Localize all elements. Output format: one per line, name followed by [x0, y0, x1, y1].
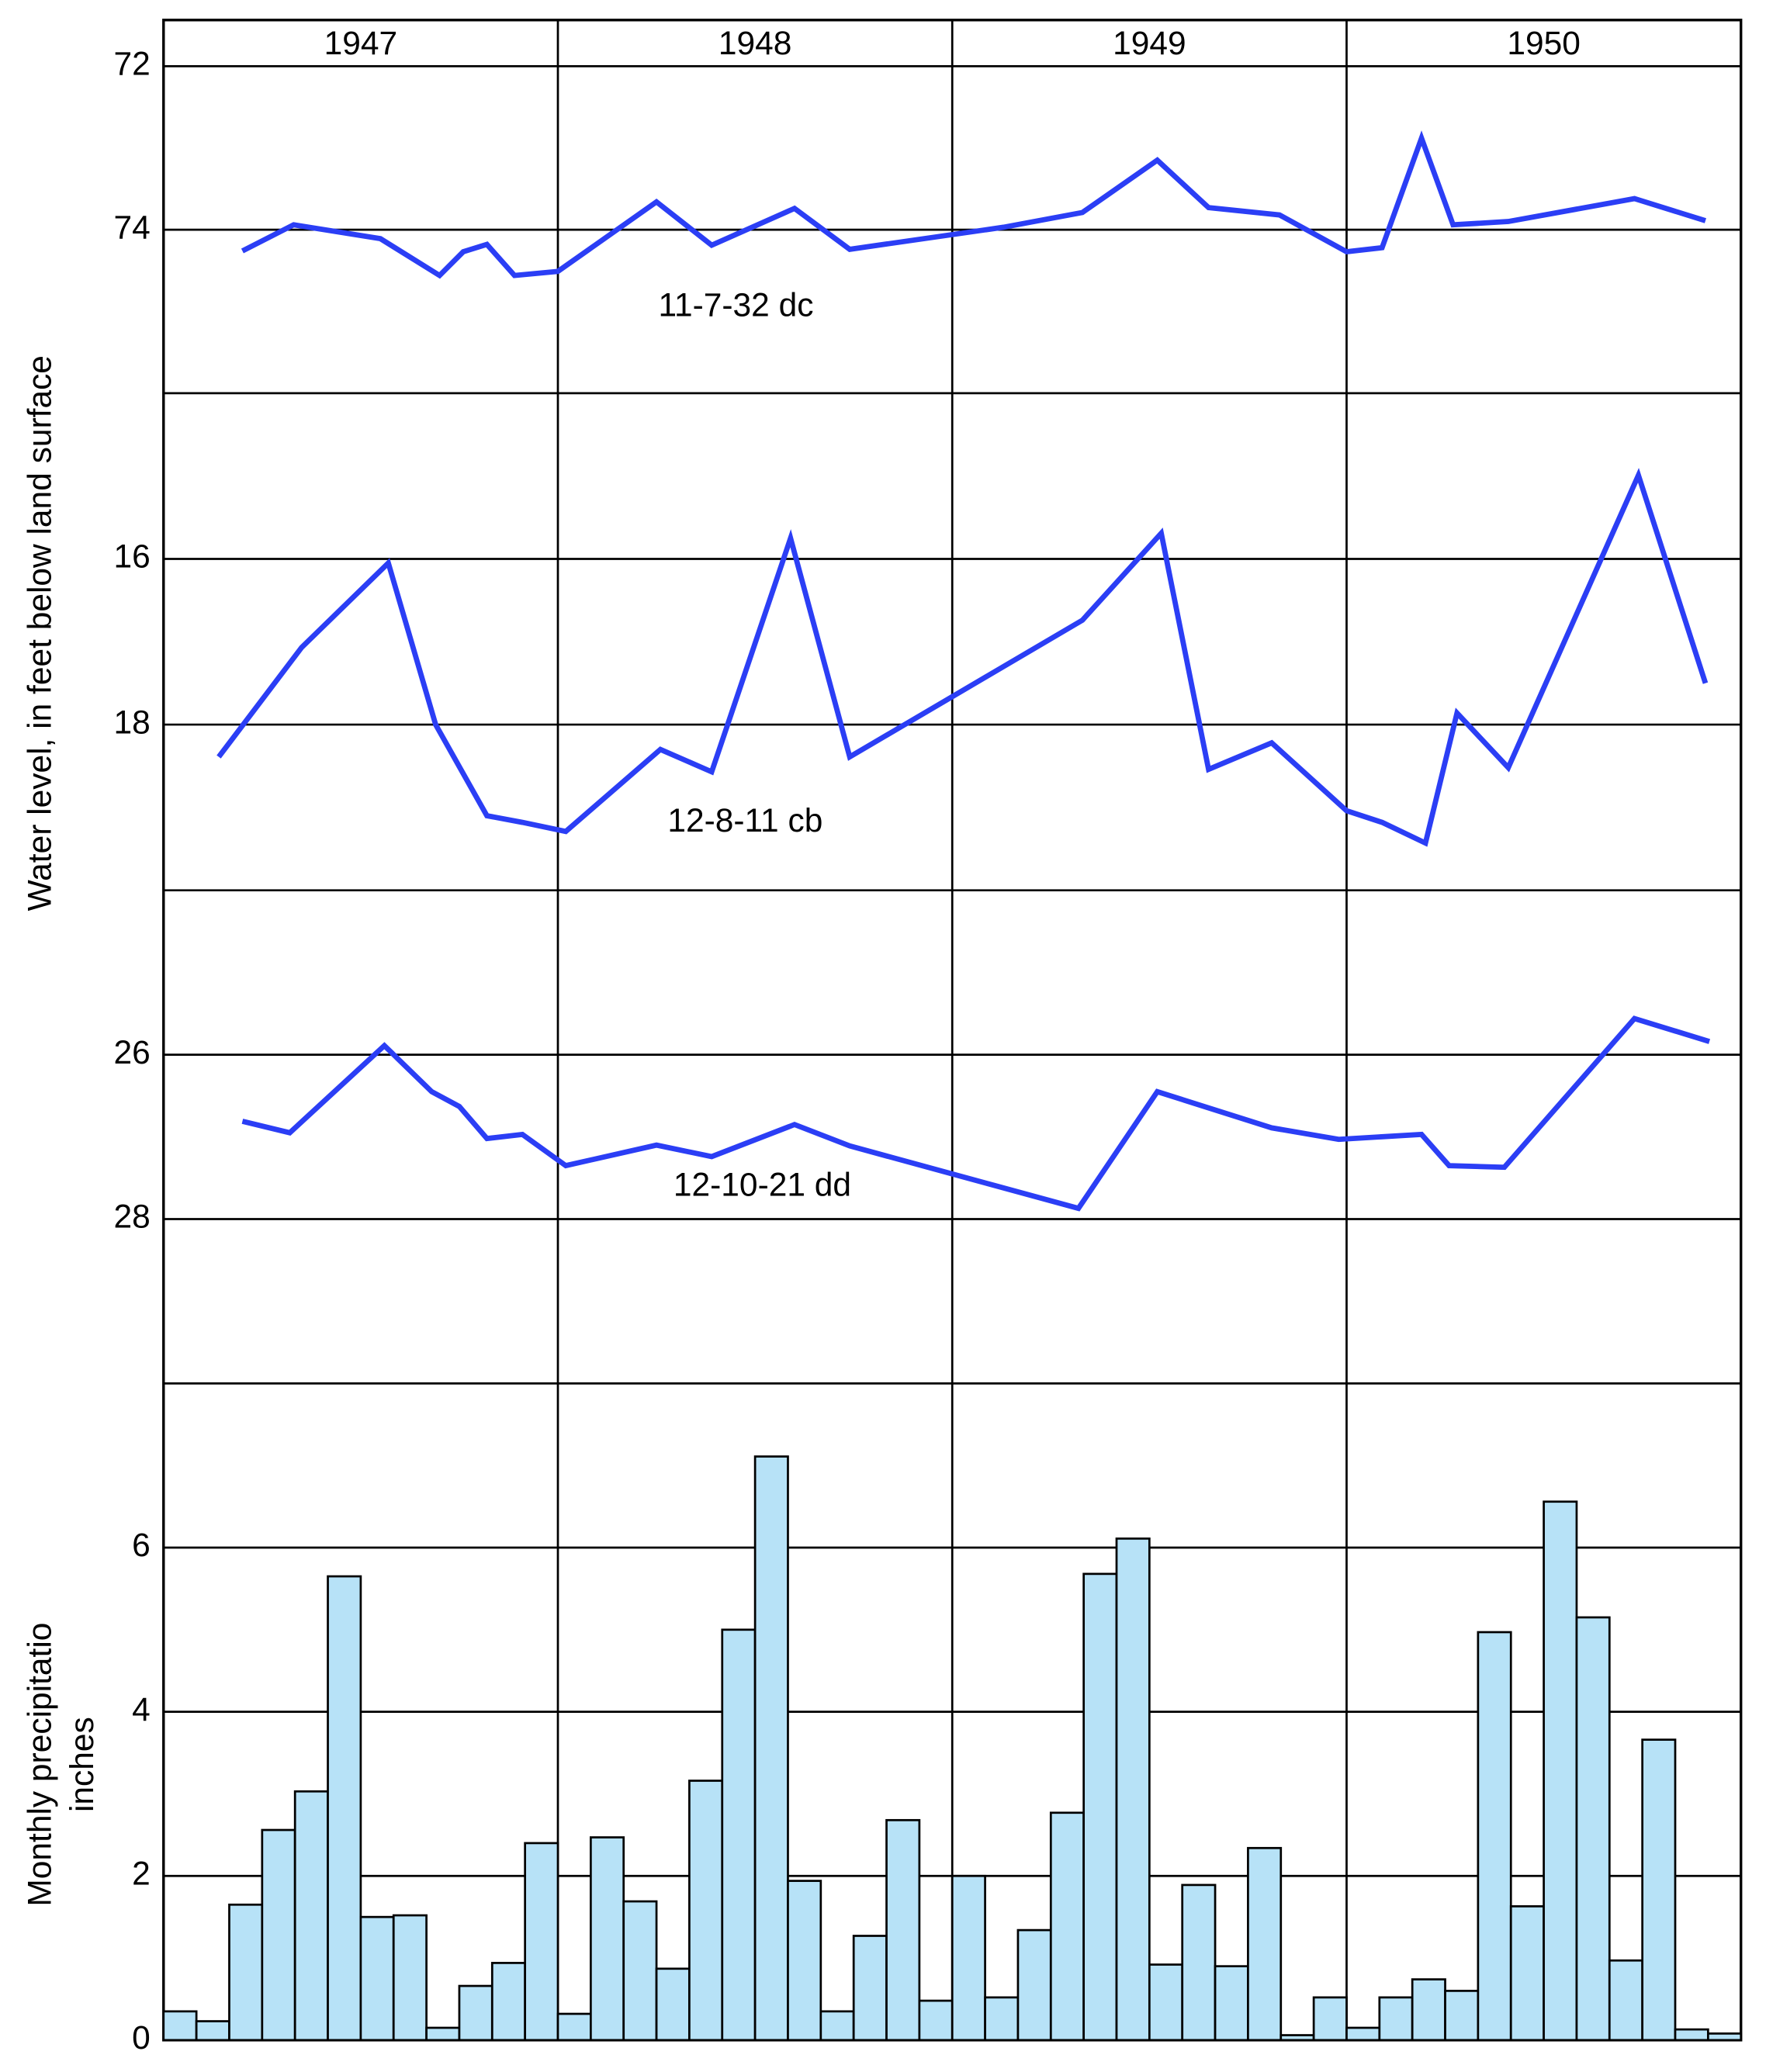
bar	[1148, 1963, 1184, 2042]
bar	[951, 1874, 986, 2042]
year-label: 1950	[1507, 26, 1581, 62]
y-tick-label: 2	[132, 1856, 151, 1892]
bar	[293, 1790, 329, 2042]
bar	[1575, 1616, 1611, 2042]
bar	[1411, 1978, 1446, 2042]
bar	[1115, 1538, 1151, 2042]
bar	[359, 1915, 395, 2042]
bar	[984, 1996, 1020, 2042]
y-axis-label: Monthly precipitatio	[23, 1623, 59, 1907]
bar	[1706, 2032, 1743, 2042]
bar	[228, 1903, 264, 2042]
well-label: 11-7-32 dc	[658, 288, 813, 324]
y-tick-label: 16	[114, 539, 151, 576]
y-tick-label: 26	[114, 1035, 151, 1071]
bar	[1016, 1928, 1052, 2042]
bar	[787, 1880, 822, 2042]
bar	[721, 1628, 757, 2042]
water-level-line	[216, 468, 1709, 847]
y-axis-label: Water level, in feet below land surface	[23, 355, 59, 911]
bar	[162, 2010, 198, 2042]
bar	[1543, 1500, 1578, 2042]
bar	[1247, 1846, 1283, 2042]
bar	[589, 1836, 625, 2042]
bar	[261, 1828, 296, 2042]
water-level-line	[241, 130, 1706, 279]
y-tick-label: 6	[132, 1527, 151, 1564]
y-tick-label: 18	[114, 704, 151, 741]
bar	[556, 2012, 592, 2042]
bar	[655, 1967, 691, 2042]
bar	[458, 1984, 493, 2042]
bar	[1444, 1990, 1480, 2042]
bar	[819, 2010, 855, 2042]
bar	[688, 1780, 724, 2042]
bar	[852, 1935, 888, 2042]
bar	[327, 1575, 362, 2042]
bar	[885, 1818, 921, 2042]
well-label: 12-10-21 dd	[674, 1167, 851, 1203]
bar	[622, 1900, 658, 2042]
bar	[1641, 1738, 1677, 2042]
bar	[1509, 1905, 1545, 2042]
bar	[392, 1914, 428, 2042]
water-level-line	[241, 1015, 1711, 1212]
bar	[918, 1999, 954, 2042]
bar	[1214, 1965, 1249, 2042]
bar	[1049, 1811, 1086, 2042]
bar	[1477, 1631, 1512, 2042]
year-label: 1949	[1113, 26, 1186, 62]
year-label: 1948	[719, 26, 792, 62]
bar	[1082, 1572, 1118, 2042]
bar	[1181, 1883, 1217, 2042]
y-tick-label: 74	[114, 209, 151, 246]
bar	[524, 1842, 559, 2042]
bar	[1674, 2028, 1709, 2042]
bar	[1312, 1996, 1348, 2042]
bar	[1378, 1996, 1414, 2042]
bar	[1279, 2034, 1315, 2042]
bar	[1345, 2026, 1381, 2042]
bar	[1608, 1959, 1644, 2042]
y-axis-label: inches	[64, 1717, 101, 1812]
y-tick-label: 72	[114, 47, 151, 83]
bar	[425, 2026, 461, 2042]
y-tick-label: 0	[132, 2020, 151, 2056]
bar	[195, 2020, 230, 2042]
y-tick-label: 4	[132, 1692, 151, 1728]
y-tick-label: 28	[114, 1199, 151, 1236]
well-label: 12-8-11 cb	[667, 803, 822, 839]
bar	[490, 1962, 527, 2042]
year-label: 1947	[324, 26, 398, 62]
bar	[753, 1455, 789, 2042]
